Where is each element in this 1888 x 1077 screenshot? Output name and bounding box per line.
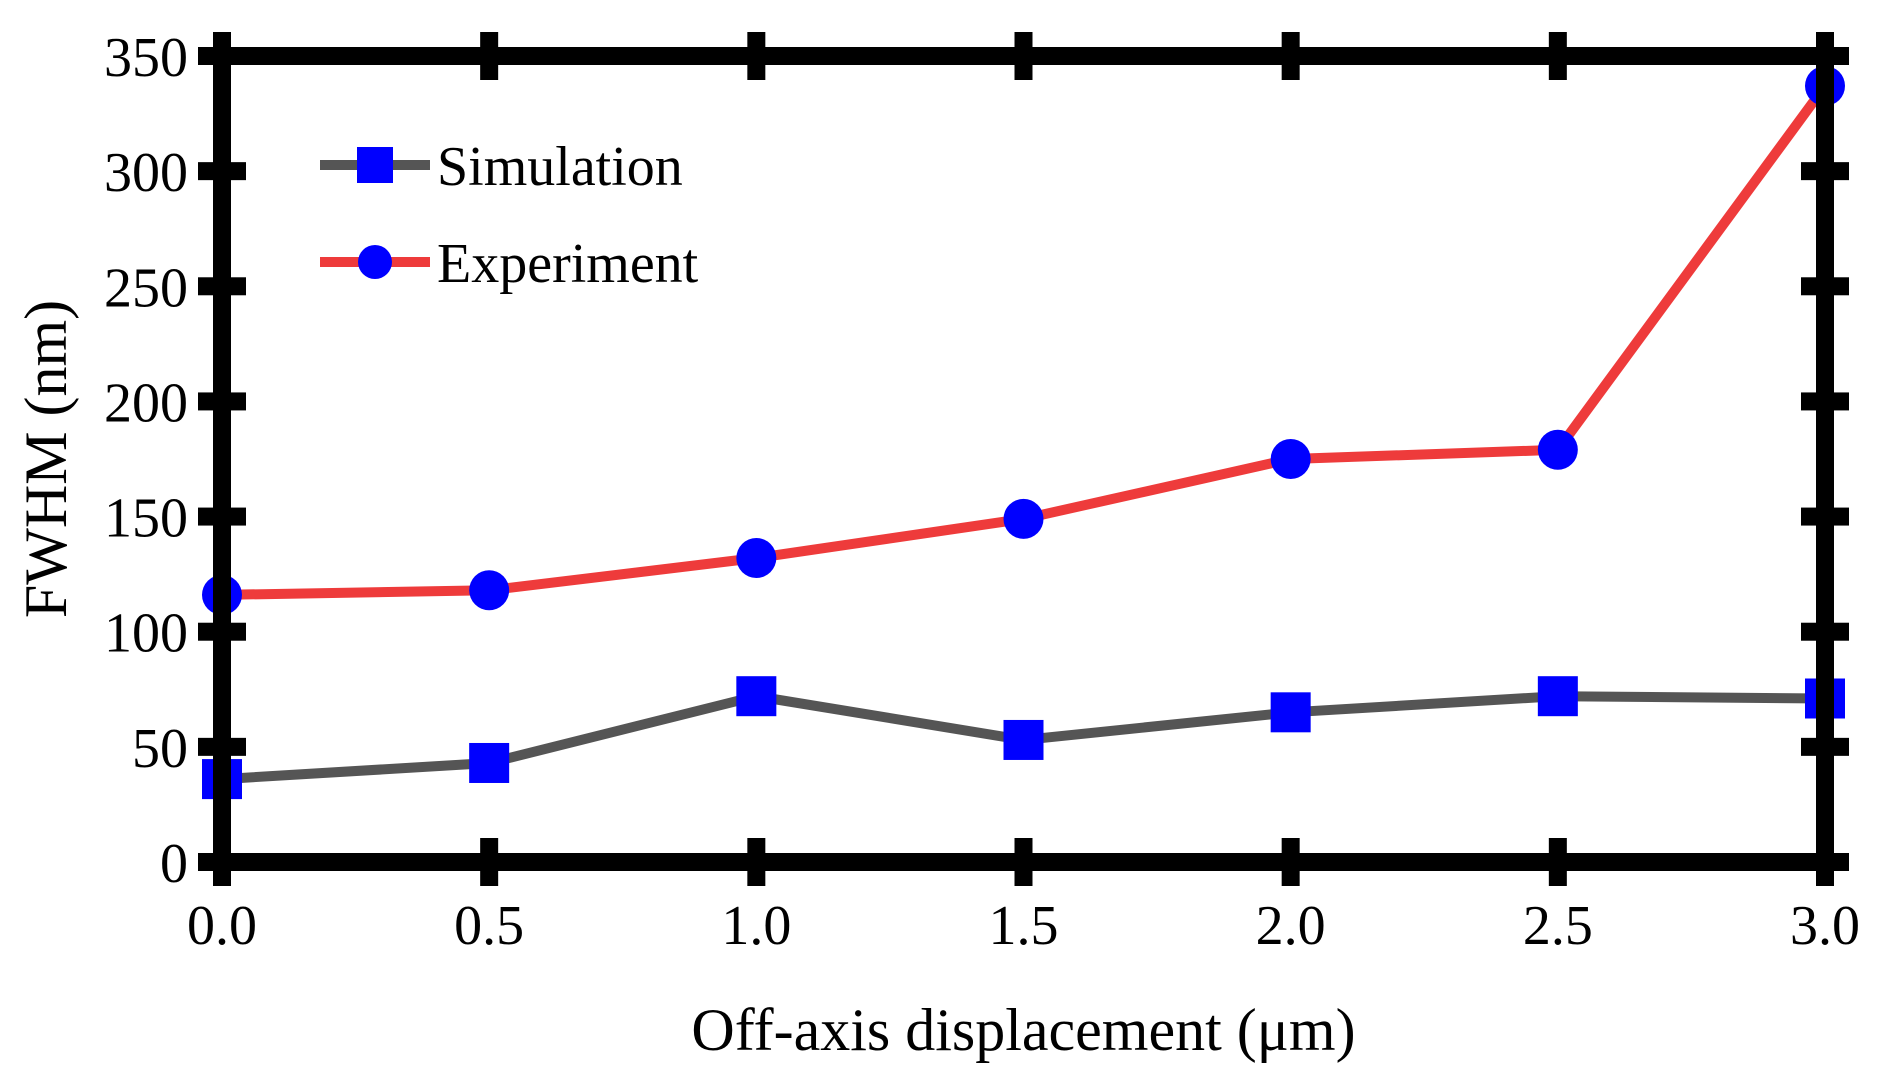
data-point-experiment: [1270, 439, 1311, 479]
y-axis-label: FWHM (nm): [13, 300, 79, 618]
data-series: [202, 65, 1845, 800]
data-point-simulation: [736, 676, 777, 717]
legend-label-simulation: Simulation: [437, 136, 683, 198]
y-tick-label: 200: [104, 372, 188, 434]
data-point-simulation: [1537, 676, 1578, 717]
y-tick-label: 100: [104, 603, 188, 665]
tick-labels: 0.0 0.5 1.0 1.5 2.0 2.5 3.0 0 50 100 150 200 250 300 3…: [104, 27, 1860, 957]
y-tick-label: 150: [104, 488, 188, 550]
data-point-experiment: [1537, 429, 1578, 470]
y-tick-label: 250: [104, 257, 188, 319]
data-point-simulation: [1270, 692, 1311, 733]
data-point-simulation: [469, 742, 510, 783]
y-tick-label: 0: [160, 833, 188, 895]
x-tick-label: 0.0: [187, 895, 257, 957]
legend-label-experiment: Experiment: [437, 233, 699, 295]
data-point-simulation: [1003, 719, 1044, 760]
legend-marker-experiment: [358, 245, 392, 279]
y-tick-label: 50: [132, 718, 188, 780]
plot-frame: [213, 47, 1834, 871]
data-point-experiment: [736, 538, 777, 579]
legend-entry-experiment: Experiment: [320, 233, 699, 295]
y-tick-label: 300: [104, 142, 188, 204]
x-axis-label: Off-axis displacement (μm): [691, 997, 1355, 1063]
legend: Simulation Experiment: [320, 136, 699, 295]
x-tick-label: 3.0: [1790, 895, 1860, 957]
x-tick-label: 1.5: [989, 895, 1059, 957]
x-tick-label: 1.0: [721, 895, 791, 957]
data-point-experiment: [1003, 498, 1044, 539]
x-tick-label: 0.5: [454, 895, 524, 957]
legend-marker-simulation: [357, 147, 393, 183]
y-tick-label: 350: [104, 27, 188, 89]
x-tick-label: 2.5: [1523, 895, 1593, 957]
data-point-experiment: [469, 570, 510, 611]
legend-entry-simulation: Simulation: [320, 136, 683, 198]
x-tick-label: 2.0: [1256, 895, 1326, 957]
